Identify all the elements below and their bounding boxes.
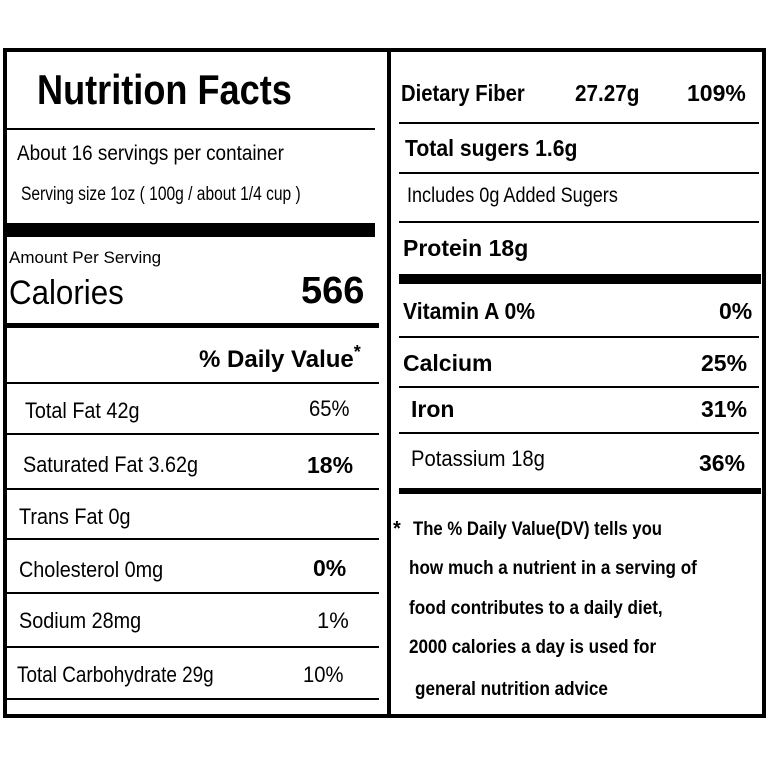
thick-rule-vitamins bbox=[399, 488, 761, 494]
vitamin-row-label: Calcium bbox=[403, 350, 493, 376]
row-rule bbox=[7, 538, 379, 540]
total-sugars: Total sugers 1.6g bbox=[405, 135, 578, 161]
row-rule bbox=[7, 488, 379, 490]
nutrient-row-dv: 18% bbox=[307, 452, 354, 478]
title-rule bbox=[7, 128, 375, 130]
vitamin-row-label: Iron bbox=[411, 396, 455, 422]
nutrient-row-label: Trans Fat 0g bbox=[19, 504, 131, 529]
footnote-asterisk: * bbox=[393, 518, 401, 540]
nutrient-row-dv: 10% bbox=[303, 662, 344, 687]
footnote-line: food contributes to a daily diet, bbox=[409, 598, 663, 619]
footnote-line: general nutrition advice bbox=[415, 679, 608, 700]
row-rule bbox=[7, 698, 379, 700]
amount-per-serving: Amount Per Serving bbox=[9, 248, 162, 267]
row-rule bbox=[7, 433, 379, 435]
vitamin-row-dv: 36% bbox=[699, 450, 746, 476]
footnote-line: how much a nutrient in a serving of bbox=[409, 558, 697, 579]
footnote-line: 2000 calories a day is used for bbox=[409, 637, 657, 658]
label-title: Nutrition Facts bbox=[37, 66, 292, 113]
row-rule bbox=[7, 592, 379, 594]
vitamin-row-dv: 25% bbox=[701, 350, 748, 376]
right-row-rule bbox=[399, 122, 759, 124]
calories-value: 566 bbox=[301, 270, 365, 312]
right-row-rule bbox=[399, 386, 759, 388]
vitamin-row-label: Vitamin A 0% bbox=[403, 298, 536, 324]
nutrient-row-dv: 0% bbox=[313, 555, 347, 581]
right-row-rule bbox=[399, 336, 759, 338]
footnote-line: The % Daily Value(DV) tells you bbox=[413, 519, 663, 540]
thick-rule-serving bbox=[7, 223, 375, 237]
right-row-rule bbox=[399, 432, 759, 434]
nutrient-row-label: Sodium 28mg bbox=[19, 608, 142, 633]
nutrient-row-dv: 1% bbox=[317, 608, 349, 633]
daily-value-header: % Daily Value* bbox=[199, 342, 361, 373]
column-divider bbox=[387, 52, 391, 714]
nutrient-row-label: Cholesterol 0mg bbox=[19, 557, 164, 582]
protein: Protein 18g bbox=[403, 235, 529, 261]
right-row-rule bbox=[399, 172, 759, 174]
nutrient-row-dv: 65% bbox=[309, 396, 350, 421]
nutrition-facts-label: Nutrition Facts About 16 servings per co… bbox=[3, 48, 766, 718]
servings-per-container: About 16 servings per container bbox=[17, 142, 284, 165]
nutrient-row-label: Total Fat 42g bbox=[25, 398, 140, 423]
serving-size: Serving size 1oz ( 100g / about 1/4 cup … bbox=[21, 184, 301, 205]
dietary-fiber-dv: 109% bbox=[687, 80, 746, 106]
vitamin-row-label: Potassium 18g bbox=[411, 446, 545, 471]
vitamin-row-dv: 31% bbox=[701, 396, 748, 422]
right-row-rule bbox=[399, 221, 759, 223]
dietary-fiber-label: Dietary Fiber bbox=[401, 80, 525, 106]
nutrient-row-label: Total Carbohydrate 29g bbox=[17, 662, 214, 687]
added-sugars: Includes 0g Added Sugers bbox=[407, 184, 618, 207]
calories-rule bbox=[7, 323, 379, 328]
nutrient-row-label: Saturated Fat 3.62g bbox=[23, 452, 199, 477]
thick-rule-protein bbox=[399, 274, 761, 284]
vitamin-row-dv: 0% bbox=[719, 298, 753, 324]
dv-rule bbox=[7, 382, 379, 384]
row-rule bbox=[7, 646, 379, 648]
dietary-fiber-amount: 27.27g bbox=[575, 80, 640, 106]
calories-label: Calories bbox=[9, 274, 124, 312]
